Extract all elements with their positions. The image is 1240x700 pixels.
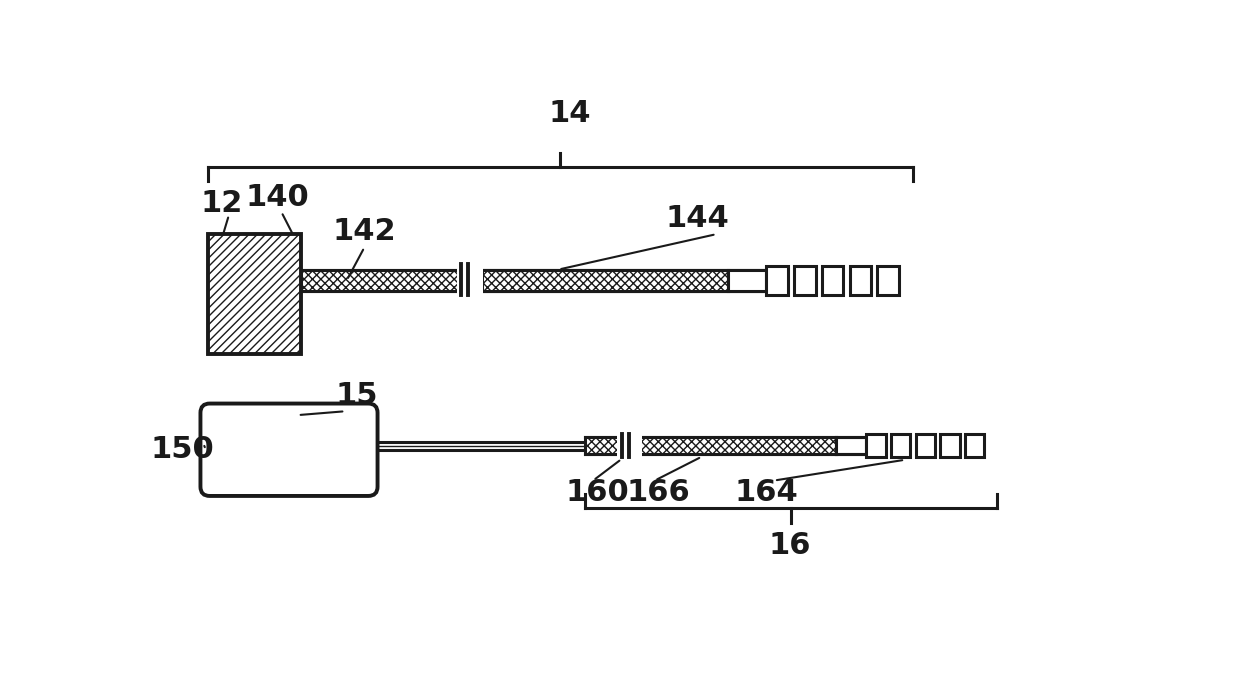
FancyBboxPatch shape <box>201 403 377 496</box>
Text: 140: 140 <box>246 183 309 213</box>
Text: 142: 142 <box>332 217 397 246</box>
Bar <box>640 438 836 454</box>
Bar <box>300 270 459 291</box>
Text: 16: 16 <box>769 531 811 561</box>
Bar <box>728 270 766 291</box>
Text: 144: 144 <box>665 204 729 233</box>
Text: 15: 15 <box>336 382 378 410</box>
Bar <box>965 434 985 458</box>
Bar <box>585 438 620 454</box>
Bar <box>849 266 872 295</box>
Bar <box>456 263 484 298</box>
Text: 160: 160 <box>565 477 629 507</box>
Text: 164: 164 <box>734 477 799 507</box>
Bar <box>836 438 867 454</box>
Text: 12: 12 <box>200 189 243 218</box>
Bar <box>867 434 885 458</box>
Bar <box>766 266 787 295</box>
Bar <box>618 433 641 459</box>
Bar <box>892 434 910 458</box>
Bar <box>822 266 843 295</box>
Bar <box>794 266 816 295</box>
Text: 150: 150 <box>151 435 215 464</box>
Bar <box>481 270 728 291</box>
Bar <box>916 434 935 458</box>
Bar <box>877 266 899 295</box>
Text: 166: 166 <box>626 477 691 507</box>
Text: 14: 14 <box>549 99 591 128</box>
Bar <box>208 234 300 354</box>
Bar <box>940 434 960 458</box>
